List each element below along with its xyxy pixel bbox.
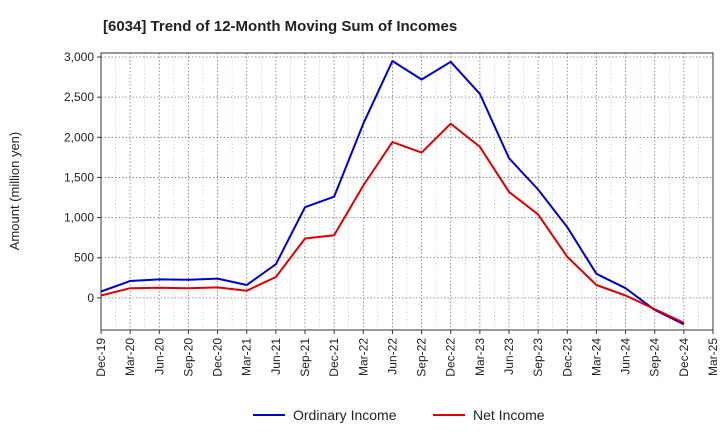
series-lines xyxy=(100,60,685,326)
y-tick-label: 1,000 xyxy=(64,211,94,225)
x-tick-label: Jun-21 xyxy=(269,338,283,375)
x-tick-label: Mar-23 xyxy=(473,338,487,376)
grid-lines xyxy=(100,53,714,330)
y-tick-label: 1,500 xyxy=(64,170,94,184)
x-tick-label: Jun-24 xyxy=(619,338,633,375)
y-tick-label: 2,000 xyxy=(64,130,94,144)
x-tick-label: Dec-23 xyxy=(560,338,574,377)
legend-label: Net Income xyxy=(473,407,545,423)
plot-area xyxy=(100,52,714,331)
y-tick-label: 500 xyxy=(74,251,94,265)
x-tick-label: Dec-19 xyxy=(94,338,108,377)
x-tick-label: Sep-20 xyxy=(181,338,195,377)
x-tick-label: Jun-22 xyxy=(385,338,399,375)
x-tick-label: Dec-20 xyxy=(211,338,225,377)
x-tick-label: Dec-24 xyxy=(677,338,691,377)
y-tick-label: 3,000 xyxy=(64,50,94,64)
x-tick-label: Mar-25 xyxy=(706,338,720,376)
legend: Ordinary Income Net Income xyxy=(253,407,545,423)
x-axis-ticks: Dec-19 Mar-20 Jun-20 Sep-20 Dec-20 Mar-21 Jun-… xyxy=(94,330,720,377)
x-tick-label: Sep-22 xyxy=(415,338,429,377)
x-tick-label: Jun-20 xyxy=(152,338,166,375)
chart-title: [6034] Trend of 12-Month Moving Sum of I… xyxy=(103,18,457,35)
x-tick-label: Mar-21 xyxy=(240,338,254,376)
x-tick-label: Mar-20 xyxy=(123,338,137,376)
x-tick-label: Sep-21 xyxy=(298,338,312,377)
x-tick-label: Dec-22 xyxy=(444,338,458,377)
x-tick-label: Mar-22 xyxy=(356,338,370,376)
series-line-ordinary-income xyxy=(100,60,685,326)
y-tick-label: 0 xyxy=(87,291,94,305)
series-line-net-income xyxy=(100,122,685,324)
x-tick-label: Sep-24 xyxy=(648,338,662,377)
x-tick-label: Dec-21 xyxy=(327,338,341,377)
y-axis-label: Amount (million yen) xyxy=(7,132,22,251)
y-axis-ticks: 0 500 1,000 1,500 2,000 2,500 3,000 xyxy=(64,50,101,305)
x-tick-label: Jun-23 xyxy=(502,338,516,375)
y-tick-label: 2,500 xyxy=(64,90,94,104)
x-tick-label: Sep-23 xyxy=(531,338,545,377)
legend-label: Ordinary Income xyxy=(293,407,397,423)
x-tick-label: Mar-24 xyxy=(589,338,603,376)
